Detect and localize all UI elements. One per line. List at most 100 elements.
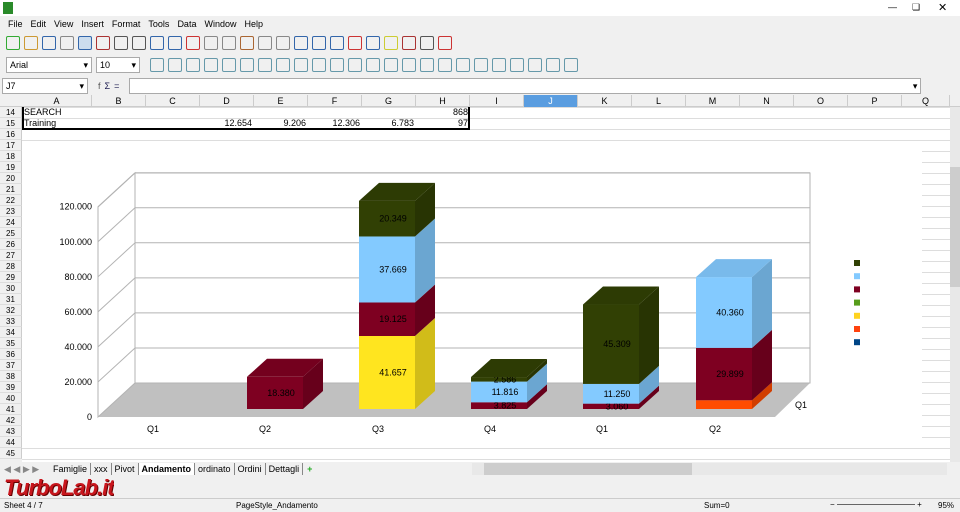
toolbar-button-icon[interactable]	[150, 36, 164, 50]
column-header-H[interactable]: H	[416, 95, 470, 107]
row-header-37[interactable]: 37	[0, 360, 22, 371]
row-header-29[interactable]: 29	[0, 272, 22, 283]
menu-insert[interactable]: Insert	[81, 19, 104, 29]
menu-tools[interactable]: Tools	[148, 19, 170, 29]
row-header-42[interactable]: 42	[0, 415, 22, 426]
column-header-M[interactable]: M	[686, 95, 740, 107]
row-header-24[interactable]: 24	[0, 217, 22, 228]
format-button-icon[interactable]	[420, 58, 434, 72]
row-header-18[interactable]: 18	[0, 151, 22, 162]
column-header-O[interactable]: O	[794, 95, 848, 107]
row-header-36[interactable]: 36	[0, 349, 22, 360]
format-button-icon[interactable]	[402, 58, 416, 72]
row-header-33[interactable]: 33	[0, 316, 22, 327]
column-header-E[interactable]: E	[254, 95, 308, 107]
scrollbar-thumb[interactable]	[484, 463, 692, 475]
column-header-G[interactable]: G	[362, 95, 416, 107]
formula-input[interactable]: ▾	[129, 78, 922, 94]
toolbar-button-icon[interactable]	[294, 36, 308, 50]
sheet-tab-xxx[interactable]: xxx	[91, 463, 112, 475]
toolbar-button-icon[interactable]	[132, 36, 146, 50]
minimize-button[interactable]: —	[888, 2, 897, 12]
toolbar-button-icon[interactable]	[168, 36, 182, 50]
restore-button[interactable]: ❏	[912, 2, 921, 12]
format-button-icon[interactable]	[456, 58, 470, 72]
column-header-J[interactable]: J	[524, 95, 578, 107]
menu-edit[interactable]: Edit	[30, 19, 47, 29]
format-button-icon[interactable]	[240, 58, 254, 72]
column-header-Q[interactable]: Q	[902, 95, 950, 107]
sum-icon[interactable]: Σ	[104, 81, 111, 91]
format-button-icon[interactable]	[528, 58, 542, 72]
row-header-35[interactable]: 35	[0, 338, 22, 349]
format-button-icon[interactable]	[330, 58, 344, 72]
row-header-27[interactable]: 27	[0, 250, 22, 261]
format-button-icon[interactable]	[186, 58, 200, 72]
toolbar-button-icon[interactable]	[6, 36, 20, 50]
row-header-34[interactable]: 34	[0, 327, 22, 338]
font-size-select[interactable]: 10 ▾	[96, 57, 140, 73]
sheet-tab-dettagli[interactable]: Dettagli	[266, 463, 304, 475]
row-header-25[interactable]: 25	[0, 228, 22, 239]
toolbar-button-icon[interactable]	[204, 36, 218, 50]
add-sheet-button[interactable]: +	[307, 464, 313, 474]
cell-F15[interactable]: 12.306	[332, 118, 360, 128]
format-button-icon[interactable]	[564, 58, 578, 72]
menu-view[interactable]: View	[54, 19, 74, 29]
format-button-icon[interactable]	[366, 58, 380, 72]
row-header-30[interactable]: 30	[0, 283, 22, 294]
toolbar-button-icon[interactable]	[276, 36, 290, 50]
menu-help[interactable]: Help	[244, 19, 263, 29]
format-button-icon[interactable]	[510, 58, 524, 72]
format-button-icon[interactable]	[276, 58, 290, 72]
row-header-28[interactable]: 28	[0, 261, 22, 272]
row-header-43[interactable]: 43	[0, 426, 22, 437]
toolbar-button-icon[interactable]	[438, 36, 452, 50]
toolbar-button-icon[interactable]	[402, 36, 416, 50]
row-header-40[interactable]: 40	[0, 393, 22, 404]
row-header-15[interactable]: 15	[0, 118, 22, 129]
toolbar-button-icon[interactable]	[420, 36, 434, 50]
toolbar-button-icon[interactable]	[348, 36, 362, 50]
column-header-I[interactable]: I	[470, 95, 524, 107]
close-button[interactable]: ✕	[938, 2, 948, 14]
function-wizard-icon[interactable]: f	[98, 81, 101, 91]
row-header-44[interactable]: 44	[0, 437, 22, 448]
column-header-B[interactable]: B	[92, 95, 146, 107]
row-header-16[interactable]: 16	[0, 129, 22, 140]
format-button-icon[interactable]	[150, 58, 164, 72]
format-button-icon[interactable]	[168, 58, 182, 72]
sheet-tab-famiglie[interactable]: Famiglie	[50, 463, 92, 475]
row-header-31[interactable]: 31	[0, 294, 22, 305]
row-header-23[interactable]: 23	[0, 206, 22, 217]
name-box[interactable]: J7 ▾	[2, 78, 88, 94]
format-button-icon[interactable]	[384, 58, 398, 72]
menu-format[interactable]: Format	[111, 19, 141, 29]
format-button-icon[interactable]	[204, 58, 218, 72]
row-header-45[interactable]: 45	[0, 448, 22, 459]
toolbar-button-icon[interactable]	[24, 36, 38, 50]
toolbar-button-icon[interactable]	[222, 36, 236, 50]
sheet-tab-andamento[interactable]: Andamento	[138, 463, 196, 475]
toolbar-button-icon[interactable]	[96, 36, 110, 50]
row-header-22[interactable]: 22	[0, 195, 22, 206]
cell-H14[interactable]: 868	[452, 107, 468, 117]
toolbar-button-icon[interactable]	[240, 36, 254, 50]
chart[interactable]: 0 20.000 40.000 60.000 80.000 100.000 120.000 Q…	[22, 150, 922, 442]
toolbar-button-icon[interactable]	[384, 36, 398, 50]
toolbar-button-icon[interactable]	[78, 36, 92, 50]
toolbar-button-icon[interactable]	[186, 36, 200, 50]
row-header-20[interactable]: 20	[0, 173, 22, 184]
column-header-A[interactable]: A	[22, 95, 92, 107]
tab-nav-arrows[interactable]: ◀ ◀ ▶ ▶	[4, 463, 40, 474]
menu-data[interactable]: Data	[177, 19, 197, 29]
horizontal-scrollbar[interactable]	[472, 463, 947, 475]
format-button-icon[interactable]	[294, 58, 308, 72]
row-header-32[interactable]: 32	[0, 305, 22, 316]
column-header-N[interactable]: N	[740, 95, 794, 107]
toolbar-button-icon[interactable]	[42, 36, 56, 50]
column-header-K[interactable]: K	[578, 95, 632, 107]
row-header-38[interactable]: 38	[0, 371, 22, 382]
row-header-19[interactable]: 19	[0, 162, 22, 173]
toolbar-button-icon[interactable]	[366, 36, 380, 50]
